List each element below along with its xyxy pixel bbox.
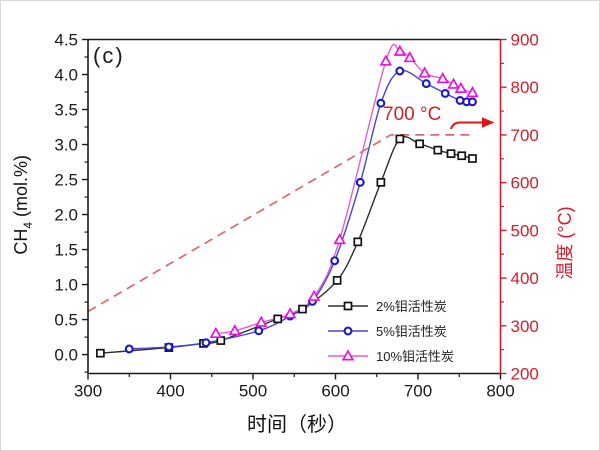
legend-label: 2%钼活性炭	[376, 299, 447, 314]
y-left-tick-label: 4.5	[54, 31, 78, 50]
data-point-square	[468, 154, 477, 163]
data-point-triangle	[466, 85, 479, 98]
legend-label: 10%钼活性炭	[376, 349, 455, 364]
legend: 2%钼活性炭 5%钼活性炭 10%钼活性炭	[327, 293, 454, 368]
panel-label: (c)	[93, 43, 125, 68]
y-right-tick-label: 300	[511, 317, 539, 336]
y-right-tick-label: 200	[511, 365, 539, 384]
data-point-triangle	[393, 44, 407, 56]
data-point-square	[332, 276, 342, 285]
x-axis-tick-label: 600	[321, 382, 349, 401]
data-point-square	[96, 348, 105, 358]
data-point-square	[433, 145, 443, 155]
data-point-square	[457, 151, 467, 161]
legend-key-triangle	[328, 348, 368, 360]
legend-key-circle	[328, 326, 368, 335]
y-right-tick-label: 600	[511, 174, 539, 193]
data-point-triangle	[283, 307, 297, 319]
data-point-circle	[254, 326, 264, 336]
y-right-tick-label: 700	[511, 126, 539, 145]
x-axis-title: 时间（秒）	[247, 414, 347, 436]
y-left-tick-label: 0.5	[54, 311, 78, 330]
data-point-circle	[164, 342, 174, 352]
data-point-square	[353, 237, 363, 247]
data-point-circle	[421, 79, 431, 89]
legend-item-10pct: 10%钼活性炭	[327, 343, 454, 368]
data-point-circle	[355, 177, 365, 187]
data-point-triangle	[307, 289, 321, 301]
data-point-circle	[201, 338, 211, 348]
data-point-triangle	[454, 81, 468, 93]
legend-marker-triangle	[341, 348, 355, 360]
y-right-tick-label: 500	[511, 221, 539, 240]
x-axis-tick-label: 800	[486, 382, 514, 401]
legend-item-2pct: 2%钼活性炭	[327, 293, 454, 318]
data-point-circle	[395, 66, 405, 76]
y-left-tick-label: 3.5	[54, 101, 78, 120]
data-point-circle	[440, 88, 450, 98]
annotation-arrow-shaft	[450, 121, 482, 130]
y-right-tick-label: 400	[511, 269, 539, 288]
data-point-triangle	[209, 326, 223, 339]
y-right-tick-label: 800	[511, 78, 539, 97]
y-left-title-suffix: (mol.%)	[11, 154, 32, 222]
data-point-triangle	[436, 71, 449, 84]
y-left-tick-label: 2.0	[54, 206, 78, 225]
y-left-tick-label: 0.0	[54, 346, 78, 365]
data-point-triangle	[333, 233, 346, 245]
y-left-axis-title: CH4 (mol.%)	[11, 130, 35, 280]
data-point-circle	[330, 256, 340, 266]
temperature-annotation: 700 °C	[383, 104, 442, 125]
data-point-triangle	[255, 315, 268, 327]
data-point-square	[298, 304, 307, 314]
y-left-tick-label: 1.0	[54, 276, 78, 295]
y-left-tick-label: 4.0	[54, 66, 78, 85]
y-right-axis-title: 温度 (°C)	[555, 206, 575, 280]
y-right-tick-label: 900	[511, 31, 539, 50]
x-axis-tick-label: 400	[156, 382, 184, 401]
y-left-tick-label: 2.5	[54, 171, 78, 190]
y-left-tick-label: 1.5	[54, 241, 78, 260]
y-left-title-subscript: 4	[20, 221, 35, 229]
legend-label: 5%钼活性炭	[376, 324, 447, 339]
y-left-title-prefix: CH	[11, 228, 32, 255]
x-axis-tick-label: 300	[74, 382, 102, 401]
data-point-square	[273, 314, 283, 324]
data-point-triangle	[379, 54, 393, 66]
annotation-arrow-head	[482, 117, 495, 128]
data-point-triangle	[228, 324, 242, 336]
data-point-circle	[376, 98, 386, 108]
legend-item-5pct: 5%钼活性炭	[327, 318, 454, 343]
x-axis-tick-label: 500	[239, 382, 267, 401]
legend-marker-square	[343, 301, 353, 310]
data-point-triangle	[418, 66, 431, 78]
x-axis-tick-label: 700	[404, 382, 432, 401]
temperature-ramp-line	[87, 134, 472, 313]
data-point-triangle	[447, 77, 460, 89]
data-point-circle	[468, 97, 477, 107]
legend-marker-circle	[343, 326, 353, 335]
data-point-circle	[124, 344, 134, 354]
legend-key-square	[328, 301, 368, 310]
y-left-tick-label: 3.0	[54, 136, 78, 155]
data-point-triangle	[403, 50, 416, 63]
data-point-square	[376, 177, 386, 187]
data-point-square	[415, 139, 424, 149]
data-point-square	[446, 149, 456, 158]
data-point-square	[395, 134, 405, 144]
data-point-square	[216, 336, 226, 345]
